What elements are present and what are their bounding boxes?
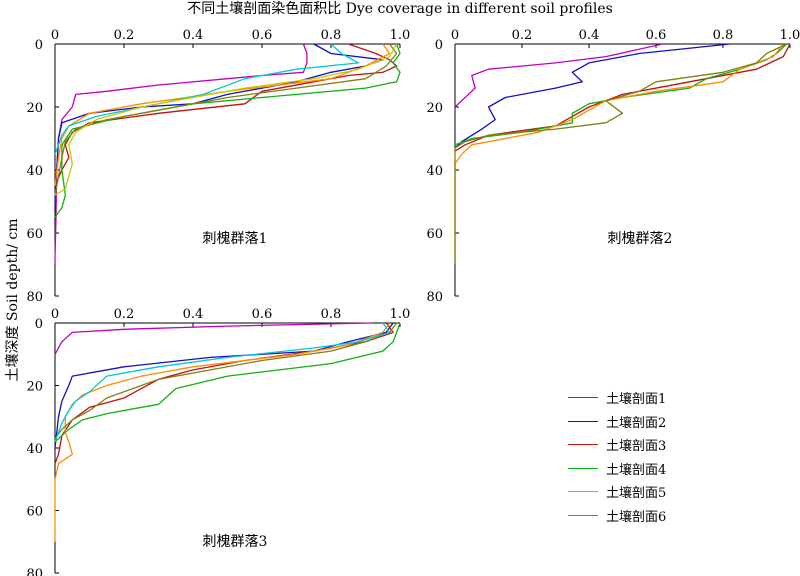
y-tick-label: 20	[26, 101, 43, 116]
chart-title: 不同土壤剖面染色面积比 Dye coverage in different so…	[187, 1, 613, 17]
series-line-4	[54, 43, 401, 218]
series-line-1	[54, 322, 373, 355]
x-tick-label: 0.8	[713, 28, 734, 43]
panel-label: 刺槐群落1	[203, 231, 268, 247]
series-line-6	[54, 322, 398, 439]
series-line-6	[454, 43, 787, 265]
legend-label-1: 土壤剖面1	[606, 392, 667, 408]
x-tick-label: 1.0	[780, 28, 800, 43]
series-line-7	[54, 43, 360, 155]
series-line-2	[54, 322, 394, 449]
y-tick-label: 40	[26, 442, 43, 457]
y-tick-label: 60	[426, 227, 443, 242]
legend-label-6: 土壤剖面6	[606, 509, 667, 525]
y-tick-label: 40	[426, 164, 443, 179]
legend: 土壤剖面1 土壤剖面2 土壤剖面3 土壤剖面4 土壤剖面5 土壤剖面6	[568, 386, 666, 527]
legend-swatch-4	[568, 467, 598, 469]
legend-swatch-5	[568, 491, 598, 493]
x-tick-label: 0.4	[183, 307, 204, 322]
legend-label-3: 土壤剖面3	[606, 439, 667, 455]
legend-label-2: 土壤剖面2	[606, 415, 667, 431]
y-tick-label: 80	[26, 290, 43, 305]
x-tick-label: 0.4	[579, 28, 600, 43]
legend-item-3: 土壤剖面3	[568, 433, 666, 457]
series-line-2	[54, 43, 384, 202]
x-tick-label: 0.6	[252, 28, 273, 43]
y-tick-label: 80	[426, 290, 443, 305]
series-line-5	[54, 43, 391, 186]
series-line-1	[454, 43, 663, 108]
y-tick-label: 0	[435, 38, 443, 53]
legend-swatch-2	[568, 420, 598, 422]
x-tick-label: 0.2	[512, 28, 533, 43]
legend-swatch-3	[568, 444, 598, 446]
legend-item-1: 土壤剖面1	[568, 386, 666, 410]
legend-swatch-1	[568, 397, 598, 399]
x-tick-label: 0.6	[646, 28, 667, 43]
x-tick-label: 0.2	[114, 307, 135, 322]
y-tick-label: 0	[35, 38, 43, 53]
series-line-3	[54, 322, 394, 464]
x-tick-label: 0	[51, 307, 59, 322]
x-tick-label: 0	[451, 28, 459, 43]
series-line-1	[54, 43, 308, 265]
legend-label-4: 土壤剖面4	[606, 462, 667, 478]
y-tick-label: 0	[35, 317, 43, 332]
series-line-4	[54, 322, 401, 443]
y-tick-label: 40	[26, 164, 43, 179]
x-tick-label: 0.4	[183, 28, 204, 43]
legend-item-2: 土壤剖面2	[568, 410, 666, 434]
series-line-7	[54, 322, 391, 443]
panel-label: 刺槐群落2	[608, 231, 673, 247]
x-tick-label: 0.8	[321, 28, 342, 43]
x-tick-label: 0.8	[321, 307, 342, 322]
x-tick-label: 0.2	[114, 28, 135, 43]
panel-3: 0 0.2 0.4 0.6 0.8 1.0 0 20 40 60 80 刺槐群落3	[26, 307, 410, 576]
panel-label: 刺槐群落3	[203, 534, 268, 550]
x-tick-label: 0	[51, 28, 59, 43]
x-tick-label: 1.0	[390, 28, 411, 43]
series-line-3	[454, 43, 791, 152]
y-tick-label: 60	[26, 505, 43, 520]
series-line-5	[54, 322, 391, 542]
y-tick-label: 20	[426, 101, 443, 116]
legend-label-5: 土壤剖面5	[606, 486, 667, 502]
series-line-5	[454, 43, 784, 265]
legend-item-5: 土壤剖面5	[568, 480, 666, 504]
y-tick-label: 80	[26, 567, 43, 576]
y-tick-label: 20	[26, 380, 43, 395]
y-tick-label: 60	[26, 227, 43, 242]
x-tick-label: 1.0	[390, 307, 411, 322]
legend-swatch-6	[568, 514, 598, 516]
panel-1: 0 0.2 0.4 0.6 0.8 1.0 0 20 40 60 80 刺槐群落1	[26, 28, 410, 305]
legend-item-6: 土壤剖面6	[568, 504, 666, 528]
panel-2: 0 0.2 0.4 0.6 0.8 1.0 0 20 40 60 80 刺槐群落2	[426, 28, 800, 305]
series-line-8	[54, 43, 398, 196]
series-line-2	[454, 43, 730, 149]
series-line-6	[54, 43, 398, 196]
x-tick-label: 0.6	[252, 307, 273, 322]
legend-item-4: 土壤剖面4	[568, 457, 666, 481]
